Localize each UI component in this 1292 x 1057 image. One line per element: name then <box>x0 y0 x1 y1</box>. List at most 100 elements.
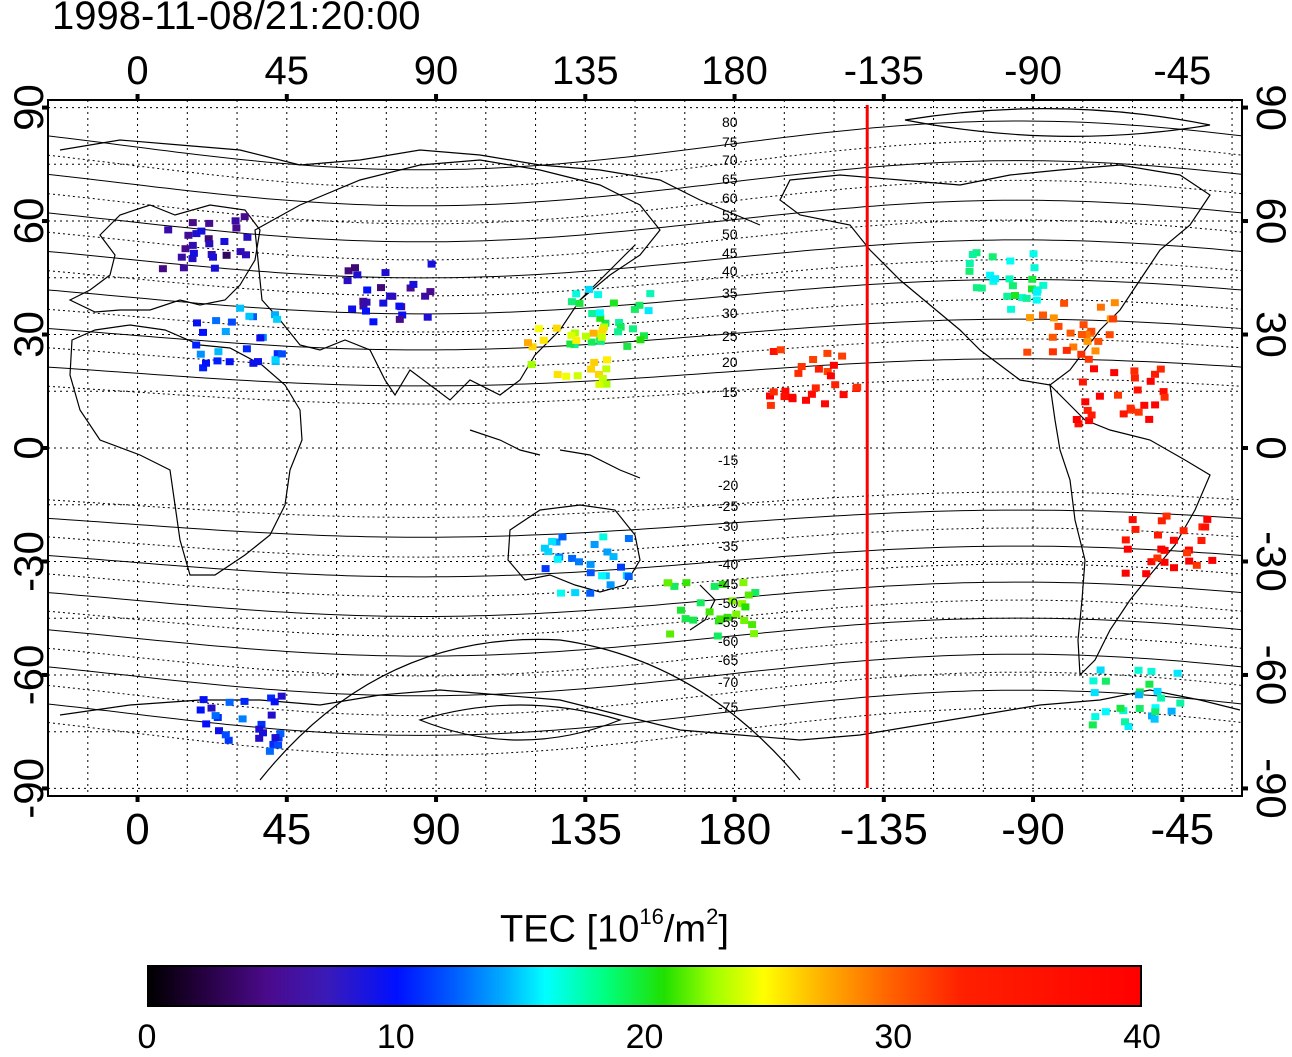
tec-cell <box>1147 667 1156 675</box>
tec-cell <box>199 696 208 704</box>
tec-cell <box>1049 314 1058 322</box>
tec-cell <box>562 372 571 380</box>
tec-cell <box>1110 369 1119 377</box>
tec-cell <box>423 313 432 321</box>
tec-cell <box>1133 386 1142 394</box>
tec-cell <box>617 563 625 571</box>
tec-cell <box>1145 415 1154 423</box>
tec-cell <box>204 235 213 243</box>
tec-cell <box>575 299 584 307</box>
tec-cell <box>986 271 995 279</box>
frame-tick <box>1031 94 1036 100</box>
tec-cell <box>586 589 595 597</box>
tec-cell <box>277 692 286 700</box>
tec-cell <box>242 251 250 259</box>
tec-cell <box>220 238 229 245</box>
tec-cell <box>256 334 265 342</box>
timestamp: 1998-11-08/21:20:00 <box>52 0 421 38</box>
magnetic-contour <box>47 378 1243 405</box>
tec-cell <box>586 560 595 568</box>
tec-cell <box>199 328 207 336</box>
tec-cell <box>603 356 611 364</box>
tec-cell <box>1032 296 1041 304</box>
tec-cell <box>977 284 986 292</box>
contour-label: 20 <box>722 354 738 370</box>
frame-tick <box>1031 796 1036 802</box>
tec-cell <box>1134 408 1143 416</box>
tec-cell <box>1126 404 1135 412</box>
tec-cell <box>968 251 977 258</box>
tec-cell <box>598 572 607 580</box>
tec-cell <box>644 307 653 315</box>
tec-cell <box>395 302 404 310</box>
tec-cell <box>595 380 604 388</box>
tec-cell <box>624 535 633 542</box>
tec-cell <box>351 264 359 272</box>
left-latitude-label: -60 <box>5 645 52 706</box>
tec-cell <box>379 299 388 307</box>
bottom-longitude-label: -45 <box>1151 805 1215 854</box>
magnetic-contour <box>47 140 1243 189</box>
magnetic-contour <box>47 545 1243 578</box>
tec-cell <box>271 734 280 742</box>
tec-cell <box>557 589 565 597</box>
tec-cell <box>831 381 840 389</box>
tec-cell <box>1028 285 1036 293</box>
tec-cell <box>1081 398 1090 406</box>
tec-cell <box>363 286 372 294</box>
magnetic-contour <box>47 653 1243 697</box>
tec-cell <box>1094 337 1103 345</box>
tec-cell <box>598 326 607 334</box>
left-latitude-label: 90 <box>5 84 52 131</box>
contour-label: 50 <box>722 226 738 242</box>
tec-cell <box>267 694 276 702</box>
tec-cell <box>377 284 385 292</box>
magnetic-contour <box>47 298 1243 333</box>
tec-cell <box>553 555 562 563</box>
tec-cell <box>362 298 371 306</box>
frame-tick <box>284 94 289 100</box>
tec-cell <box>1077 331 1086 338</box>
tec-cell <box>1105 331 1114 339</box>
tec-cell <box>192 341 201 349</box>
magnetic-contour <box>47 279 1243 315</box>
axis-labels: 8075706560555045403530252015-15-20-25-30… <box>5 49 1292 854</box>
tec-cell <box>664 579 673 587</box>
tec-cell <box>1101 677 1110 685</box>
tec-cell <box>629 325 637 333</box>
tec-cell <box>265 747 274 755</box>
tec-cell <box>1005 275 1014 283</box>
tec-cell <box>527 361 536 368</box>
frame-tick <box>1242 219 1248 224</box>
tec-cell <box>1003 292 1012 300</box>
tec-cell <box>1066 329 1075 337</box>
tec-cell <box>1153 554 1162 562</box>
contour-label: -15 <box>718 452 738 468</box>
tec-cell <box>716 615 725 623</box>
tec-cell <box>567 331 576 339</box>
tec-cell <box>1185 557 1194 565</box>
tec-cell <box>548 538 557 545</box>
tec-cell <box>1151 370 1159 378</box>
contour-label: 70 <box>722 152 738 168</box>
tec-cell <box>587 365 596 373</box>
tec-cell <box>1197 537 1206 544</box>
contour-label: 55 <box>722 207 738 223</box>
tec-data-layer <box>158 213 1217 755</box>
tec-cell <box>1183 549 1191 557</box>
tec-cell <box>1054 322 1063 330</box>
tec-cell <box>426 288 435 296</box>
right-latitude-label: 60 <box>1248 198 1292 245</box>
colorbar-tick-label: 40 <box>1123 1018 1161 1056</box>
tec-cell <box>1018 294 1027 302</box>
contour-label: -30 <box>718 518 738 534</box>
tec-cell <box>196 350 205 358</box>
tec-cell <box>534 325 543 333</box>
frame-tick <box>135 796 140 802</box>
tec-cell <box>427 260 436 268</box>
tec-cell <box>705 608 714 616</box>
tec-cell <box>595 309 604 317</box>
top-longitude-label: 0 <box>126 49 148 93</box>
tec-cell <box>1077 350 1086 358</box>
tec-cell <box>209 253 217 261</box>
